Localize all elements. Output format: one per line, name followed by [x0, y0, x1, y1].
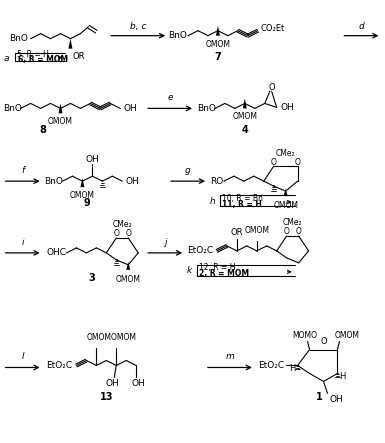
Text: 2, R = MOM: 2, R = MOM — [199, 269, 249, 278]
Polygon shape — [69, 39, 72, 49]
Text: l: l — [21, 353, 24, 361]
Text: 5, R = H: 5, R = H — [17, 50, 49, 59]
Text: CMe₂: CMe₂ — [112, 221, 132, 229]
Text: 12, R = H: 12, R = H — [199, 263, 236, 272]
Text: OHC: OHC — [47, 249, 67, 257]
Polygon shape — [126, 262, 130, 270]
Text: g: g — [185, 166, 191, 175]
Text: OH: OH — [85, 155, 99, 164]
Polygon shape — [59, 103, 62, 113]
Text: O: O — [295, 158, 301, 167]
Text: CO₂Et: CO₂Et — [261, 24, 285, 33]
Text: MOMO: MOMO — [292, 331, 317, 340]
Text: BnO: BnO — [168, 31, 187, 40]
Text: OMOM: OMOM — [48, 117, 73, 126]
Text: 9: 9 — [83, 198, 90, 208]
Text: O: O — [113, 229, 119, 238]
Text: CMe₂: CMe₂ — [283, 218, 303, 228]
Text: OH: OH — [281, 103, 295, 112]
Polygon shape — [80, 178, 84, 187]
Text: OMOM: OMOM — [244, 226, 269, 236]
Text: OH: OH — [330, 395, 343, 404]
Text: d: d — [358, 22, 364, 31]
Text: O: O — [125, 229, 131, 238]
Text: H: H — [290, 364, 296, 373]
Text: 13: 13 — [100, 392, 113, 402]
Text: OMOM: OMOM — [206, 40, 230, 49]
Text: h: h — [210, 197, 216, 206]
Text: O: O — [284, 227, 290, 237]
Text: BnO: BnO — [197, 104, 216, 113]
Text: RO: RO — [210, 177, 223, 186]
Text: O: O — [296, 227, 301, 237]
Text: EtO₂C: EtO₂C — [47, 361, 73, 370]
Text: 10, R = Bn: 10, R = Bn — [222, 194, 263, 202]
Text: 3: 3 — [88, 273, 95, 283]
Text: i: i — [21, 238, 24, 247]
Polygon shape — [243, 98, 247, 109]
Text: OMOMOMOM: OMOMOMOM — [86, 333, 136, 342]
Text: m: m — [226, 353, 234, 361]
Text: O: O — [268, 83, 275, 92]
Text: 8: 8 — [39, 125, 46, 135]
Text: a: a — [4, 54, 9, 63]
Text: CMe₂: CMe₂ — [276, 149, 295, 158]
Text: O: O — [320, 337, 327, 346]
Text: OMOM: OMOM — [273, 201, 298, 210]
Text: OR: OR — [72, 52, 85, 61]
Text: OMOM: OMOM — [232, 113, 257, 121]
Text: OR: OR — [231, 229, 243, 237]
Text: 6, R = MOM: 6, R = MOM — [18, 55, 68, 64]
Text: OH: OH — [125, 177, 139, 186]
Text: O: O — [271, 158, 277, 167]
Text: b, c: b, c — [130, 22, 146, 31]
Text: j: j — [164, 238, 166, 247]
Text: OMOM: OMOM — [116, 275, 141, 284]
Text: BnO: BnO — [3, 104, 22, 113]
Text: H: H — [339, 372, 346, 381]
Text: OH: OH — [105, 379, 119, 388]
Text: 1: 1 — [316, 392, 323, 402]
Text: 7: 7 — [214, 51, 221, 62]
Text: BnO: BnO — [45, 177, 64, 186]
Text: f: f — [21, 166, 24, 175]
Text: OH: OH — [123, 104, 137, 113]
Text: e: e — [167, 93, 173, 102]
Text: 4: 4 — [241, 125, 248, 135]
Text: BnO: BnO — [9, 34, 28, 43]
Text: EtO₂C: EtO₂C — [187, 246, 213, 256]
Text: 11, R = H: 11, R = H — [222, 199, 262, 209]
Polygon shape — [216, 26, 220, 36]
Text: OMOM: OMOM — [335, 331, 360, 340]
Text: OMOM: OMOM — [70, 191, 95, 200]
Polygon shape — [284, 188, 288, 196]
Text: EtO₂C: EtO₂C — [258, 361, 284, 370]
Text: OH: OH — [131, 379, 145, 388]
Text: k: k — [187, 266, 192, 275]
